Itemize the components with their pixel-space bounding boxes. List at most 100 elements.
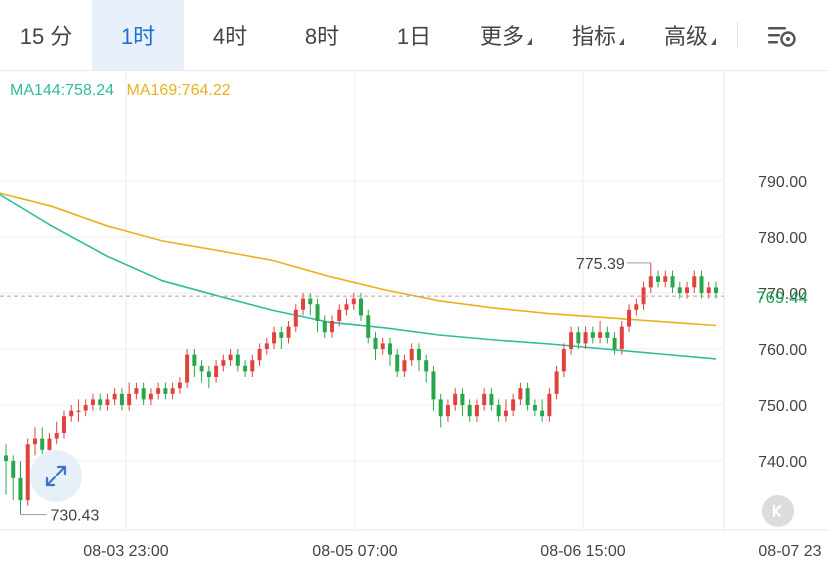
ma144-line [0,193,717,360]
x-tick-label: 08-03 23:00 [83,543,169,560]
candle-body [359,298,363,316]
candle-body [511,399,516,411]
candle-body [235,354,240,366]
min-price-label: 730.43 [50,508,99,525]
dropdown-triangle-icon [619,37,624,45]
candle-body [127,393,132,405]
tab-4h[interactable]: 4时 [212,24,248,49]
candle-body [409,349,414,361]
candle-body [598,332,603,338]
candle-body [170,388,175,394]
candle-body [460,393,465,405]
tab-bar-border [0,70,828,71]
candle-body [525,388,530,405]
candle-body [634,304,639,310]
candle-body [373,337,378,349]
candle-body [272,332,277,344]
chart-settings-icon[interactable] [758,16,806,56]
candle-body [692,276,697,288]
candle-body [156,388,161,394]
candle-body [163,388,168,394]
candle-body [330,321,335,333]
y-tick-label: 780.00 [758,230,807,247]
candle-body [141,388,146,400]
candle-body [532,405,537,411]
candle-body [279,332,284,338]
candle-body [308,298,313,305]
candle-body [648,276,653,288]
candle-body [590,332,595,338]
dropdown-triangle-icon [711,37,716,45]
candle-body [612,337,617,349]
candle-body [192,354,197,366]
candle-body [380,343,385,349]
candle-body [98,399,103,405]
candle-body [366,315,371,338]
candle-body [301,298,306,310]
candle-body [663,276,668,282]
candle-body [25,444,30,501]
candle-body [199,365,204,372]
ma169-line [0,192,717,327]
candle-body [474,405,479,417]
x-tick-label: 08-07 23 [758,543,821,560]
candle-body [547,393,552,417]
candle-body [489,393,494,405]
candle-body [250,360,255,372]
candle-body [4,455,8,461]
max-price-label: 775.39 [576,256,625,273]
ma-legend: MA144:758.24 MA169:764.22 [10,82,239,100]
tab-more[interactable]: 更多 [460,0,552,70]
candle-body [482,393,487,405]
candle-body [47,438,52,450]
tab-advanced[interactable]: 高级 [644,0,736,70]
candle-body [641,287,646,305]
candle-body [445,405,450,417]
candle-body [206,371,211,377]
candle-body [76,410,81,412]
candle-body [583,332,588,344]
candle-body [134,388,139,394]
x-tick-label: 08-05 07:00 [312,543,398,560]
candle-body [105,399,110,405]
candle-body [706,287,711,293]
candle-body [221,360,226,366]
timeframe-tab-bar: 15 分 1时 4时 8时 1日 更多 指标 高级 [0,0,828,70]
candle-body [90,399,95,405]
expand-arrows-icon [45,465,67,487]
candle-body [54,433,59,439]
candle-body [344,304,349,310]
tab-1d[interactable]: 1日 [396,24,432,49]
candle-body [627,309,632,327]
scroll-to-latest-button[interactable] [762,495,794,527]
candle-body [554,371,559,394]
candle-body [540,410,545,417]
candle-body [438,399,443,417]
candle-body [503,410,508,417]
candle-body [119,393,124,405]
candle-body [685,287,690,293]
candle-body [228,354,233,361]
candle-body [293,309,298,327]
candle-body [322,321,327,333]
candle-body [148,393,153,400]
candle-body [32,438,37,445]
candle-body [387,343,392,355]
candle-body [395,354,400,372]
candle-body [569,332,574,349]
candle-body [315,304,320,321]
candle-body [40,438,45,450]
candle-body [656,276,661,282]
candle-body [185,354,190,383]
current-price-label: 769.44 [756,288,808,307]
tab-indicators[interactable]: 指标 [552,0,644,70]
candle-body [286,326,291,338]
dropdown-triangle-icon [527,37,532,45]
expand-chart-button[interactable] [30,450,82,502]
tab-1h[interactable]: 1时 [92,0,184,70]
tab-8h[interactable]: 8时 [304,24,340,49]
candle-body [402,360,407,372]
candle-body [83,405,88,411]
tab-15min[interactable]: 15 分 [19,24,73,49]
